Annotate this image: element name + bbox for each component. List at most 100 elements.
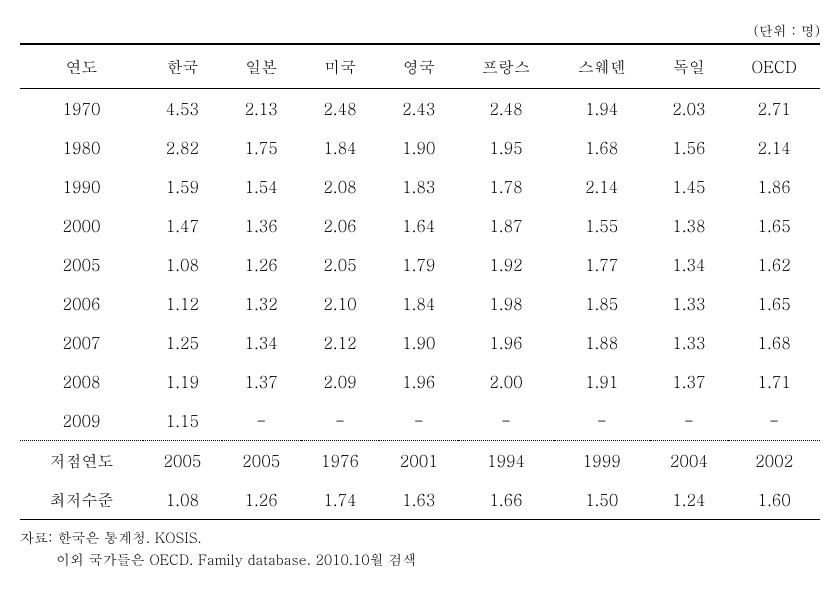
- cell: 1.77: [554, 245, 650, 284]
- footnote-line-2: 이외 국가들은 OECD. Family database. 2010.10월 …: [20, 548, 820, 570]
- cell: 1.83: [379, 167, 458, 206]
- header-row: 연도 한국 일본 미국 영국 프랑스 스웨덴 독일 OECD: [20, 44, 820, 89]
- cell: 1.56: [650, 128, 729, 167]
- col-sweden: 스웨덴: [554, 44, 650, 89]
- cell: 2001: [379, 441, 458, 481]
- table-row: 1970 4.53 2.13 2.48 2.43 2.48 1.94 2.03 …: [20, 89, 820, 129]
- cell: 2.03: [650, 89, 729, 129]
- cell: 1.37: [222, 362, 301, 401]
- cell: 1.19: [143, 362, 222, 401]
- cell: 저점연도: [20, 441, 143, 481]
- cell: 1.62: [728, 245, 820, 284]
- footnote: 자료: 한국은 통계청. KOSIS. 이외 국가들은 OECD. Family…: [20, 526, 820, 571]
- cell: 1.96: [458, 323, 554, 362]
- cell: 1990: [20, 167, 143, 206]
- cell: 1994: [458, 441, 554, 481]
- cell: 1.12: [143, 284, 222, 323]
- cell: -: [222, 401, 301, 441]
- cell: 1.34: [222, 323, 301, 362]
- summary-row-low-year: 저점연도 2005 2005 1976 2001 1994 1999 2004 …: [20, 441, 820, 481]
- cell: 1.54: [222, 167, 301, 206]
- cell: 1.92: [458, 245, 554, 284]
- cell: 2.43: [379, 89, 458, 129]
- cell: 2.82: [143, 128, 222, 167]
- cell: -: [458, 401, 554, 441]
- cell: 2.13: [222, 89, 301, 129]
- col-japan: 일본: [222, 44, 301, 89]
- cell: 2.12: [301, 323, 380, 362]
- cell: 1.36: [222, 206, 301, 245]
- table-row: 2000 1.47 1.36 2.06 1.64 1.87 1.55 1.38 …: [20, 206, 820, 245]
- cell: 2007: [20, 323, 143, 362]
- table-row: 2009 1.15 - - - - - - -: [20, 401, 820, 441]
- cell: 1980: [20, 128, 143, 167]
- table-row: 2006 1.12 1.32 2.10 1.84 1.98 1.85 1.33 …: [20, 284, 820, 323]
- cell: 1.96: [379, 362, 458, 401]
- cell: -: [650, 401, 729, 441]
- cell: 2.06: [301, 206, 380, 245]
- table-row: 2008 1.19 1.37 2.09 1.96 2.00 1.91 1.37 …: [20, 362, 820, 401]
- col-korea: 한국: [143, 44, 222, 89]
- cell: 1.68: [728, 323, 820, 362]
- cell: 2005: [143, 441, 222, 481]
- col-france: 프랑스: [458, 44, 554, 89]
- cell: 1.65: [728, 206, 820, 245]
- cell: 1.79: [379, 245, 458, 284]
- unit-label: (단위 : 명): [20, 20, 820, 40]
- cell: 1.91: [554, 362, 650, 401]
- footnote-line-1: 자료: 한국은 통계청. KOSIS.: [20, 526, 820, 548]
- cell: 2004: [650, 441, 729, 481]
- cell: 1.08: [143, 245, 222, 284]
- cell: 1.88: [554, 323, 650, 362]
- cell: 1.86: [728, 167, 820, 206]
- cell: -: [379, 401, 458, 441]
- cell: 1.85: [554, 284, 650, 323]
- cell: 1970: [20, 89, 143, 129]
- cell: 2005: [20, 245, 143, 284]
- table-row: 1980 2.82 1.75 1.84 1.90 1.95 1.68 1.56 …: [20, 128, 820, 167]
- cell: 2006: [20, 284, 143, 323]
- cell: 1.55: [554, 206, 650, 245]
- col-germany: 독일: [650, 44, 729, 89]
- table-wrapper: (단위 : 명) 연도 한국 일본 미국 영국 프랑스 스웨덴 독일 OECD …: [20, 20, 820, 571]
- cell: 2.08: [301, 167, 380, 206]
- table-header: 연도 한국 일본 미국 영국 프랑스 스웨덴 독일 OECD: [20, 44, 820, 89]
- col-usa: 미국: [301, 44, 380, 89]
- cell: 2000: [20, 206, 143, 245]
- cell: 1.94: [554, 89, 650, 129]
- cell: 1.45: [650, 167, 729, 206]
- cell: 1.64: [379, 206, 458, 245]
- cell: -: [728, 401, 820, 441]
- cell: 2.14: [554, 167, 650, 206]
- cell: 2.48: [458, 89, 554, 129]
- table-body: 1970 4.53 2.13 2.48 2.43 2.48 1.94 2.03 …: [20, 89, 820, 520]
- cell: 2.48: [301, 89, 380, 129]
- cell: 1.26: [222, 245, 301, 284]
- cell: 1.59: [143, 167, 222, 206]
- cell: 1.84: [301, 128, 380, 167]
- cell: 1.65: [728, 284, 820, 323]
- col-oecd: OECD: [728, 44, 820, 89]
- data-table: 연도 한국 일본 미국 영국 프랑스 스웨덴 독일 OECD 1970 4.53…: [20, 43, 820, 520]
- cell: 2.10: [301, 284, 380, 323]
- cell: 1.90: [379, 128, 458, 167]
- cell: 1.47: [143, 206, 222, 245]
- table-row: 2007 1.25 1.34 2.12 1.90 1.96 1.88 1.33 …: [20, 323, 820, 362]
- cell: 1.71: [728, 362, 820, 401]
- cell: 1.78: [458, 167, 554, 206]
- cell: 1.98: [458, 284, 554, 323]
- cell: 1999: [554, 441, 650, 481]
- cell: 2008: [20, 362, 143, 401]
- cell: 2.14: [728, 128, 820, 167]
- cell: 2005: [222, 441, 301, 481]
- cell: 2.71: [728, 89, 820, 129]
- cell: 1.37: [650, 362, 729, 401]
- cell: 2.09: [301, 362, 380, 401]
- cell: 1.84: [379, 284, 458, 323]
- cell: 2.00: [458, 362, 554, 401]
- cell: 1.90: [379, 323, 458, 362]
- cell: 1.87: [458, 206, 554, 245]
- cell: 1.32: [222, 284, 301, 323]
- col-year: 연도: [20, 44, 143, 89]
- cell: 2009: [20, 401, 143, 441]
